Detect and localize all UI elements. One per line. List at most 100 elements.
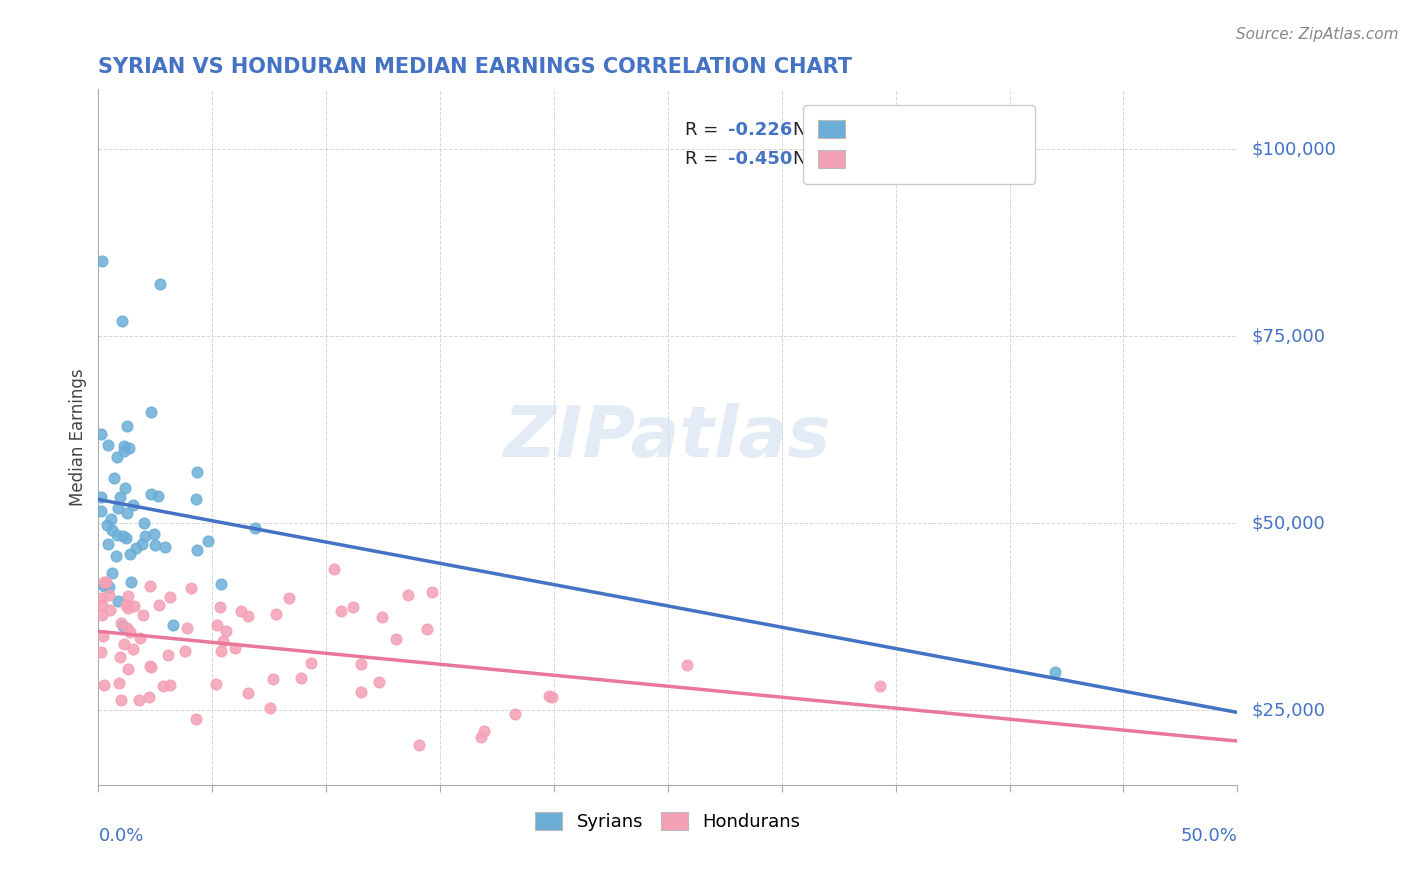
Point <box>114 481 136 495</box>
Point <box>420 585 443 599</box>
Point <box>138 690 160 704</box>
Point <box>112 439 135 453</box>
Point <box>125 541 148 555</box>
Point <box>197 534 219 549</box>
Text: N =: N = <box>793 120 834 138</box>
Point <box>472 724 495 739</box>
Text: 0.0%: 0.0% <box>98 827 143 845</box>
Point <box>112 619 135 633</box>
Point <box>152 679 174 693</box>
Point <box>209 644 232 658</box>
Point <box>869 680 891 694</box>
Text: Source: ZipAtlas.com: Source: ZipAtlas.com <box>1236 27 1399 42</box>
Point <box>299 657 322 671</box>
Point <box>134 528 156 542</box>
Point <box>229 604 252 618</box>
Point <box>96 517 118 532</box>
Point <box>342 600 364 615</box>
Point <box>149 277 172 291</box>
Point <box>120 547 142 561</box>
Point <box>350 657 373 671</box>
Point <box>90 254 112 268</box>
Point <box>541 690 564 705</box>
Point <box>90 591 112 605</box>
Point <box>120 574 142 589</box>
Point <box>115 598 138 612</box>
Point <box>676 658 699 673</box>
Point <box>322 562 344 576</box>
Point <box>153 540 176 554</box>
Point <box>186 465 208 479</box>
Point <box>93 574 115 589</box>
Text: -0.450: -0.450 <box>728 150 793 168</box>
Text: $25,000: $25,000 <box>1251 701 1326 719</box>
Point <box>186 543 208 558</box>
Point <box>131 608 153 623</box>
Point <box>139 404 162 418</box>
Point <box>112 637 135 651</box>
Point <box>110 693 132 707</box>
Point <box>90 504 112 518</box>
Point <box>103 471 125 485</box>
Point <box>290 671 312 685</box>
Point <box>162 618 184 632</box>
Point <box>105 549 128 564</box>
Point <box>157 648 180 662</box>
Point <box>115 419 138 434</box>
Point <box>98 603 121 617</box>
Y-axis label: Median Earnings: Median Earnings <box>69 368 87 506</box>
Point <box>105 450 128 465</box>
Point <box>98 580 121 594</box>
Point <box>93 629 115 643</box>
Point <box>107 500 129 515</box>
Point <box>208 599 231 614</box>
Point <box>259 701 281 715</box>
Point <box>117 589 139 603</box>
Point <box>180 581 202 595</box>
Point <box>368 675 391 690</box>
Point <box>139 487 162 501</box>
Point <box>238 608 260 623</box>
Point <box>115 621 138 635</box>
Point <box>143 538 166 552</box>
Point <box>173 644 195 658</box>
Point <box>262 672 284 686</box>
Point <box>105 528 128 542</box>
Point <box>159 591 181 605</box>
Point <box>101 523 124 537</box>
Point <box>398 588 420 602</box>
Point <box>112 443 135 458</box>
Point <box>277 591 299 605</box>
Point <box>138 659 160 673</box>
Point <box>266 607 288 621</box>
Point <box>205 618 228 632</box>
Point <box>159 678 181 692</box>
Point <box>121 641 143 656</box>
Point <box>370 609 392 624</box>
Point <box>110 615 132 630</box>
Text: 51: 51 <box>827 120 852 138</box>
Point <box>100 512 122 526</box>
Point <box>117 600 139 615</box>
Point <box>148 489 170 503</box>
Point <box>131 537 153 551</box>
Point <box>111 314 134 328</box>
Point <box>110 650 132 665</box>
Point <box>132 516 155 530</box>
Point <box>107 593 129 607</box>
Point <box>176 621 198 635</box>
Point <box>118 442 141 456</box>
Text: SYRIAN VS HONDURAN MEDIAN EARNINGS CORRELATION CHART: SYRIAN VS HONDURAN MEDIAN EARNINGS CORRE… <box>98 56 852 77</box>
Text: 50.0%: 50.0% <box>1181 827 1237 845</box>
Point <box>537 689 560 703</box>
Point <box>91 607 114 622</box>
Point <box>184 492 207 507</box>
Point <box>115 506 138 520</box>
Point <box>128 693 150 707</box>
Text: $100,000: $100,000 <box>1251 140 1336 158</box>
Text: -0.226: -0.226 <box>728 120 793 138</box>
Point <box>214 624 236 638</box>
Text: R =: R = <box>685 120 724 138</box>
Point <box>236 686 259 700</box>
Point <box>97 536 120 550</box>
